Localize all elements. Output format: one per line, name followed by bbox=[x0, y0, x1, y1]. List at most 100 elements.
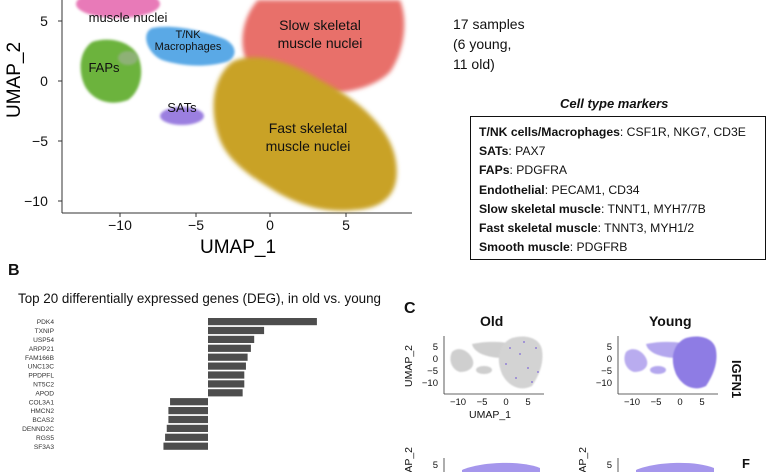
marker-row: Slow skeletal muscle: TNNT1, MYH7/7B bbox=[479, 201, 706, 216]
y-tick-neg5: −5 bbox=[32, 133, 48, 149]
y-tick-neg10: −10 bbox=[24, 193, 48, 209]
samples-line-2: (6 young, bbox=[453, 36, 512, 52]
svg-text:−10: −10 bbox=[450, 397, 466, 408]
cluster-smooth bbox=[76, 0, 160, 18]
deg-bar-unc13c bbox=[208, 362, 246, 370]
x-tick-0: 0 bbox=[266, 217, 274, 233]
svg-text:5: 5 bbox=[607, 460, 612, 471]
deg-gene-label: COL3A1 bbox=[29, 399, 55, 406]
label-slow-2: muscle nuclei bbox=[278, 35, 363, 51]
deg-title: Top 20 differentially expressed genes (D… bbox=[18, 291, 381, 306]
deg-gene-label: USP54 bbox=[33, 337, 54, 344]
deg-bar-hmcn2 bbox=[168, 407, 208, 415]
svg-text:UMAP_2: UMAP_2 bbox=[403, 345, 415, 387]
svg-text:UMAP_1: UMAP_1 bbox=[469, 409, 511, 421]
svg-text:5: 5 bbox=[433, 342, 438, 353]
samples-line-3: 11 old) bbox=[453, 56, 495, 72]
svg-text:−5: −5 bbox=[651, 397, 662, 408]
svg-text:−5: −5 bbox=[601, 366, 612, 377]
deg-gene-label: BCAS2 bbox=[32, 417, 54, 424]
label-slow-1: Slow skeletal bbox=[279, 17, 361, 33]
deg-gene-label: NT5C2 bbox=[33, 382, 54, 389]
svg-text:5: 5 bbox=[699, 397, 704, 408]
y-tick-0: 0 bbox=[40, 73, 48, 89]
deg-bar-pdk4 bbox=[208, 318, 317, 326]
deg-bar-arpp21 bbox=[208, 344, 251, 352]
deg-gene-label: PPDPFL bbox=[28, 373, 54, 380]
deg-bar-nt5c2 bbox=[208, 380, 245, 388]
label-fast-2: muscle nuclei bbox=[266, 138, 351, 154]
svg-text:−10: −10 bbox=[624, 397, 640, 408]
deg-gene-label: SF3A3 bbox=[34, 444, 54, 451]
label-tnk-2: Macrophages bbox=[155, 41, 222, 53]
markers-title: Cell type markers bbox=[560, 96, 669, 111]
svg-text:−5: −5 bbox=[477, 397, 488, 408]
deg-gene-label: FAM166B bbox=[25, 355, 55, 362]
svg-text:UMAP_2: UMAP_2 bbox=[403, 447, 415, 472]
x-tick-neg10: −10 bbox=[108, 217, 132, 233]
deg-gene-label: DENND2C bbox=[22, 426, 54, 433]
svg-text:F: F bbox=[742, 456, 750, 471]
young-label: Young bbox=[649, 313, 692, 329]
x-ticks: −10 −5 0 5 bbox=[108, 213, 350, 233]
marker-row: FAPs: PDGFRA bbox=[479, 163, 568, 178]
deg-bar-bcas2 bbox=[168, 415, 208, 424]
x-tick-neg5: −5 bbox=[188, 217, 204, 233]
deg-bar-sf3a3 bbox=[163, 442, 208, 450]
panel-b-letter: B bbox=[8, 262, 20, 279]
marker-row: Smooth muscle: PDGFRB bbox=[479, 240, 628, 255]
deg-gene-label: RGS5 bbox=[36, 435, 54, 442]
samples-line-1: 17 samples bbox=[453, 16, 525, 32]
feature-plot-young: 5 0 −5 −10 −10 −5 0 5 bbox=[596, 336, 718, 408]
x-tick-5: 5 bbox=[342, 217, 350, 233]
deg-bar-txnip bbox=[208, 326, 265, 335]
deg-gene-label: APOD bbox=[35, 390, 54, 397]
svg-text:−10: −10 bbox=[596, 378, 612, 389]
deg-bar-col3a1 bbox=[170, 398, 208, 406]
y-ticks: 5 0 −5 −10 bbox=[24, 13, 62, 209]
svg-text:5: 5 bbox=[607, 342, 612, 353]
cluster-fast bbox=[213, 57, 397, 211]
umap-plot: 5 0 −5 −10 −10 −5 0 5 UMAP_1 UMAP_2 musc… bbox=[4, 0, 412, 258]
deg-gene-label: HMCN2 bbox=[31, 408, 55, 415]
marker-row: Fast skeletal muscle: TNNT3, MYH1/2 bbox=[479, 221, 695, 236]
label-sats: SATs bbox=[167, 100, 197, 115]
svg-text:0: 0 bbox=[677, 397, 682, 408]
cluster-endothelial bbox=[118, 51, 138, 65]
cluster-tnk bbox=[146, 26, 235, 66]
cluster-sats bbox=[160, 107, 204, 125]
svg-text:−10: −10 bbox=[422, 378, 438, 389]
label-faps: FAPs bbox=[88, 60, 120, 75]
feature-plot-row2: UMAP_2 5 UMAP_2 5 F bbox=[403, 447, 750, 472]
sample-counts: 17 samples (6 young, 11 old) bbox=[453, 14, 525, 74]
svg-text:0: 0 bbox=[433, 354, 438, 365]
deg-bar-fam166b bbox=[208, 353, 248, 361]
deg-gene-label: UNC13C bbox=[28, 364, 55, 371]
deg-bar-rgs5 bbox=[165, 433, 208, 441]
deg-gene-label: PDK4 bbox=[37, 319, 55, 326]
old-label: Old bbox=[480, 313, 504, 329]
feature-plots: 5 0 −5 −10 −10 −5 0 5 UMAP_1 UMAP_2 5 0 … bbox=[403, 336, 750, 472]
deg-bar-ppdpfl bbox=[208, 371, 245, 379]
y-axis-label: UMAP_2 bbox=[4, 42, 25, 118]
label-tnk-1: T/NK bbox=[175, 29, 201, 41]
label-fast-1: Fast skeletal bbox=[269, 120, 348, 136]
markers-box: T/NK cells/Macrophages: CSF1R, NKG7, CD3… bbox=[470, 116, 766, 260]
deg-gene-label: ARPP21 bbox=[29, 346, 55, 353]
panel-c-letter: C bbox=[404, 300, 416, 317]
marker-row: T/NK cells/Macrophages: CSF1R, NKG7, CD3… bbox=[479, 125, 746, 139]
deg-bar-dennd2c bbox=[166, 424, 208, 432]
marker-row: Endothelial: PECAM1, CD34 bbox=[479, 182, 640, 197]
svg-text:−5: −5 bbox=[427, 366, 438, 377]
y-tick-5: 5 bbox=[40, 13, 48, 29]
svg-text:0: 0 bbox=[607, 354, 612, 365]
label-smooth: muscle nuclei bbox=[89, 10, 168, 25]
deg-bar-chart: PDK4 TXNIP USP54 ARPP21 FAM166B UNC13C PPDPFL N… bbox=[22, 318, 317, 451]
svg-text:5: 5 bbox=[525, 397, 530, 408]
deg-bar-apod bbox=[208, 389, 243, 397]
deg-bar-usp54 bbox=[208, 335, 255, 343]
svg-text:UMAP_2: UMAP_2 bbox=[577, 447, 589, 472]
svg-text:0: 0 bbox=[503, 397, 508, 408]
deg-gene-label: TXNIP bbox=[35, 328, 55, 335]
feature-plot-old: 5 0 −5 −10 −10 −5 0 5 UMAP_1 UMAP_2 bbox=[403, 336, 544, 421]
